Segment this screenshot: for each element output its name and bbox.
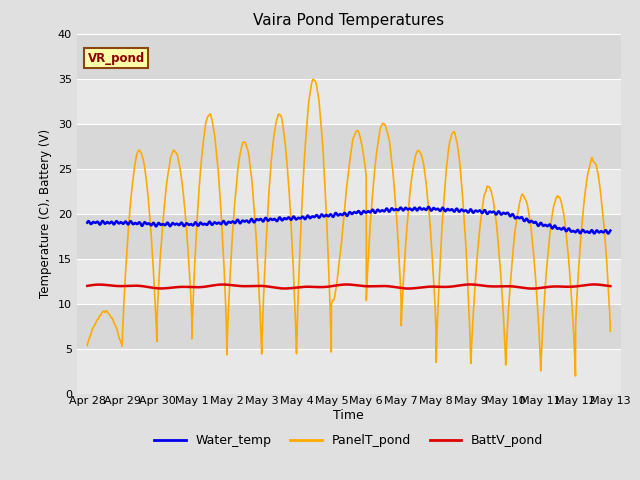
Bar	[77, 303, 621, 348]
Text: VR_pond: VR_pond	[88, 51, 145, 65]
X-axis label: Time: Time	[333, 409, 364, 422]
Bar	[77, 348, 621, 394]
Bar	[77, 214, 621, 259]
Bar	[77, 168, 621, 214]
Bar	[77, 259, 621, 303]
Title: Vaira Pond Temperatures: Vaira Pond Temperatures	[253, 13, 444, 28]
Bar	[77, 79, 621, 123]
Bar	[77, 34, 621, 79]
Legend: Water_temp, PanelT_pond, BattV_pond: Water_temp, PanelT_pond, BattV_pond	[149, 429, 548, 452]
Y-axis label: Temperature (C), Battery (V): Temperature (C), Battery (V)	[39, 129, 52, 298]
Bar	[77, 123, 621, 168]
